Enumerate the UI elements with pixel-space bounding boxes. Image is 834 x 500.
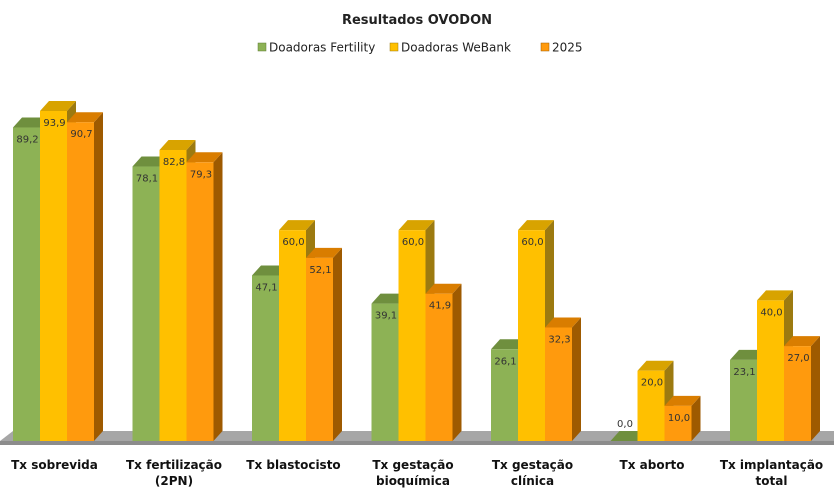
category-label: Tx blastocisto — [246, 458, 340, 472]
category-label: Tx gestação clínica — [492, 458, 573, 488]
category-label: Tx aborto — [620, 458, 685, 472]
data-label: 27,0 — [787, 353, 809, 364]
bar-top — [306, 247, 342, 258]
floor-front — [0, 441, 834, 445]
bar-side — [213, 152, 223, 441]
bar-front — [664, 405, 692, 441]
bar-front — [425, 293, 453, 441]
bar-front — [40, 111, 67, 441]
bar-front — [279, 230, 306, 441]
data-label: 60,0 — [402, 237, 424, 248]
bar-front — [518, 230, 545, 441]
data-label: 0,0 — [617, 419, 633, 430]
legend-label: Doadoras Fertility — [269, 41, 375, 55]
bar-front — [159, 150, 187, 441]
data-label: 60,0 — [282, 237, 304, 248]
bar-top — [425, 283, 462, 294]
bar-front — [398, 230, 426, 441]
bar-top — [398, 220, 435, 231]
legend-swatch — [540, 42, 550, 52]
bar-top — [784, 336, 820, 347]
bar-2-5 — [664, 395, 701, 441]
bar-front — [13, 127, 40, 441]
bar-front — [545, 327, 572, 441]
bar-2-2 — [306, 247, 342, 441]
bar-top — [186, 152, 223, 163]
bar-front — [132, 166, 160, 441]
bar-side — [572, 317, 581, 441]
bar-2-1 — [186, 152, 223, 441]
category-label: Tx implantação total — [720, 458, 823, 488]
data-label: 41,9 — [429, 301, 451, 312]
bar-front — [637, 370, 665, 441]
data-label: 47,1 — [255, 282, 277, 293]
bar-top — [279, 220, 315, 231]
data-label: 40,0 — [760, 307, 782, 318]
bar-top — [757, 290, 793, 301]
data-label: 78,1 — [136, 174, 158, 185]
bar-side — [333, 247, 342, 441]
bar-2-4 — [545, 317, 581, 441]
data-label: 90,7 — [70, 129, 92, 140]
category-label: Tx gestação bioquímica — [372, 458, 453, 488]
data-label: 39,1 — [375, 311, 397, 322]
data-label: 10,0 — [668, 413, 690, 424]
bar-side — [94, 112, 103, 442]
bar-side — [811, 336, 820, 441]
chart-category-labels: Tx sobrevida Tx fertilização (2PN) Tx blast… — [11, 458, 823, 488]
bar-front — [252, 275, 279, 441]
data-label: 52,1 — [309, 265, 331, 276]
chart-data-labels: 89,2 93,9 90,7 78,1 82,8 79,3 47,1 60,0 52,1 39,1… — [16, 118, 809, 430]
data-label: 82,8 — [163, 157, 185, 168]
bar-front — [306, 257, 333, 441]
data-label: 89,2 — [16, 135, 38, 146]
bar-top — [664, 395, 701, 406]
data-label: 26,1 — [494, 356, 516, 367]
data-label: 60,0 — [521, 237, 543, 248]
chart-bars — [13, 101, 820, 442]
legend-swatch — [257, 42, 267, 52]
data-label: 23,1 — [733, 367, 755, 378]
bar-2-6 — [784, 336, 820, 441]
bar-front — [371, 303, 399, 441]
bar-front — [730, 359, 757, 441]
bar-top — [159, 140, 196, 151]
bar-side — [691, 395, 701, 441]
bar-front — [491, 349, 518, 441]
bar-top — [637, 360, 674, 371]
bar-2-3 — [425, 283, 462, 441]
chart-legend: Doadoras Fertility Doadoras WeBank 2025 — [257, 41, 583, 55]
data-label: 93,9 — [43, 118, 65, 129]
bar-front — [757, 300, 784, 441]
legend-swatch — [389, 42, 399, 52]
bar-side — [452, 283, 462, 441]
bar-front — [784, 346, 811, 441]
legend-label: 2025 — [552, 41, 583, 55]
chart-title: Resultados OVODON — [342, 13, 492, 28]
bar-front — [67, 122, 94, 442]
data-label: 32,3 — [548, 334, 570, 345]
legend-label: Doadoras WeBank — [401, 41, 511, 55]
bar-top — [67, 112, 103, 123]
data-label: 20,0 — [641, 378, 663, 389]
bar-top — [40, 101, 76, 111]
bar-top — [518, 220, 554, 231]
category-label: Tx sobrevida — [11, 458, 98, 472]
bar-front — [186, 162, 214, 441]
bar-2-0 — [67, 112, 103, 442]
bar-top — [545, 317, 581, 328]
category-label: Tx fertilização (2PN) — [126, 458, 222, 488]
data-label: 79,3 — [190, 169, 212, 180]
